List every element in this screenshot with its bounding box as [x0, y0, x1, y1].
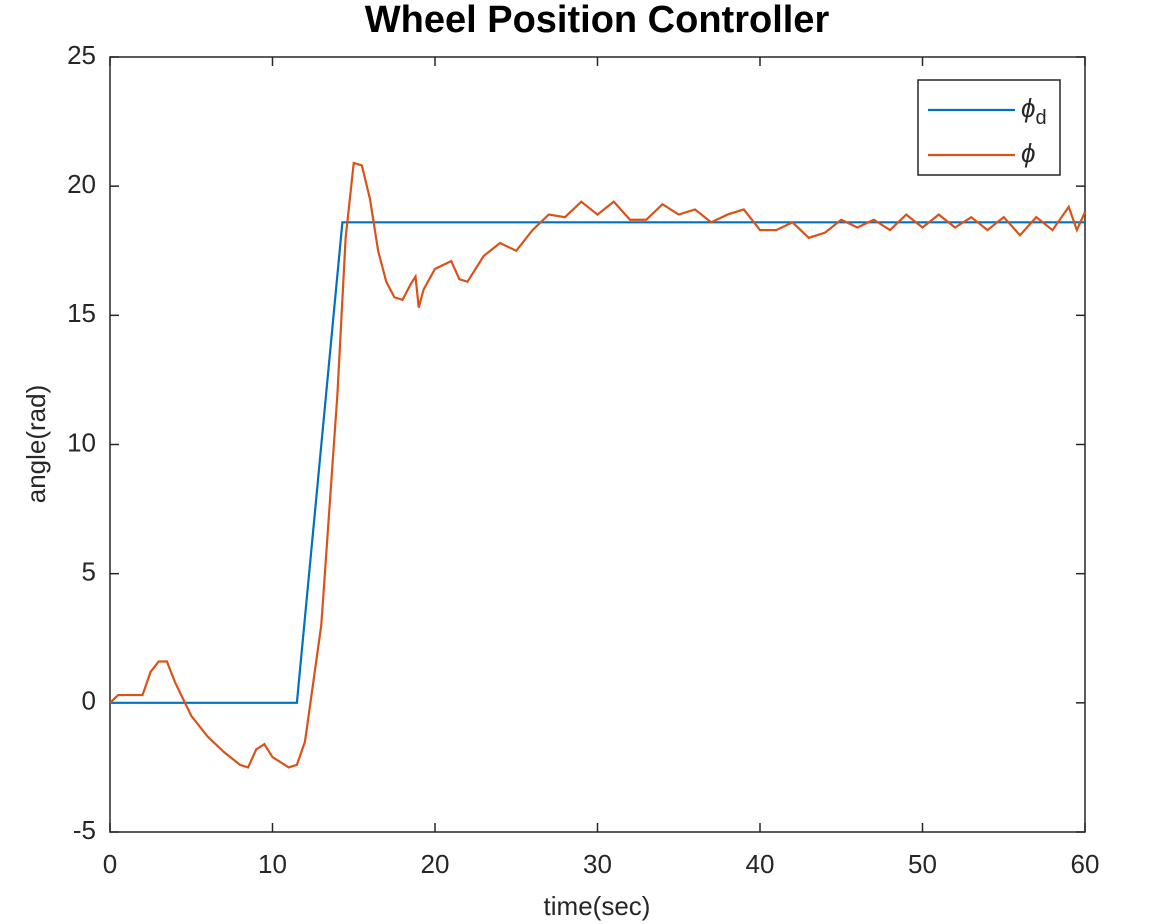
y-tick-label: 10 — [67, 427, 96, 457]
data-line — [109, 161, 1087, 769]
legend-label: ϕd — [1021, 93, 1047, 129]
y-tick-label: 20 — [67, 169, 96, 199]
x-axis-label: time(sec) — [544, 891, 651, 921]
y-tick-label: 25 — [67, 40, 96, 70]
y-tick-label: 0 — [82, 686, 96, 716]
legend-box — [917, 79, 1061, 176]
x-tick-label: 10 — [258, 849, 287, 879]
x-tick-label: 30 — [583, 849, 612, 879]
x-tick-label: 50 — [908, 849, 937, 879]
legend-label: ϕ — [1021, 138, 1035, 168]
y-tick-label: 5 — [82, 557, 96, 587]
x-tick-label: 40 — [746, 849, 775, 879]
x-tick-label: 0 — [103, 849, 117, 879]
chart-title: Wheel Position Controller — [365, 0, 830, 41]
x-tick-label: 60 — [1071, 849, 1100, 879]
y-tick-label: -5 — [73, 815, 96, 845]
y-tick-label: 15 — [67, 298, 96, 328]
x-tick-label: 20 — [421, 849, 450, 879]
y-axis-label: angle(rad) — [21, 385, 51, 504]
